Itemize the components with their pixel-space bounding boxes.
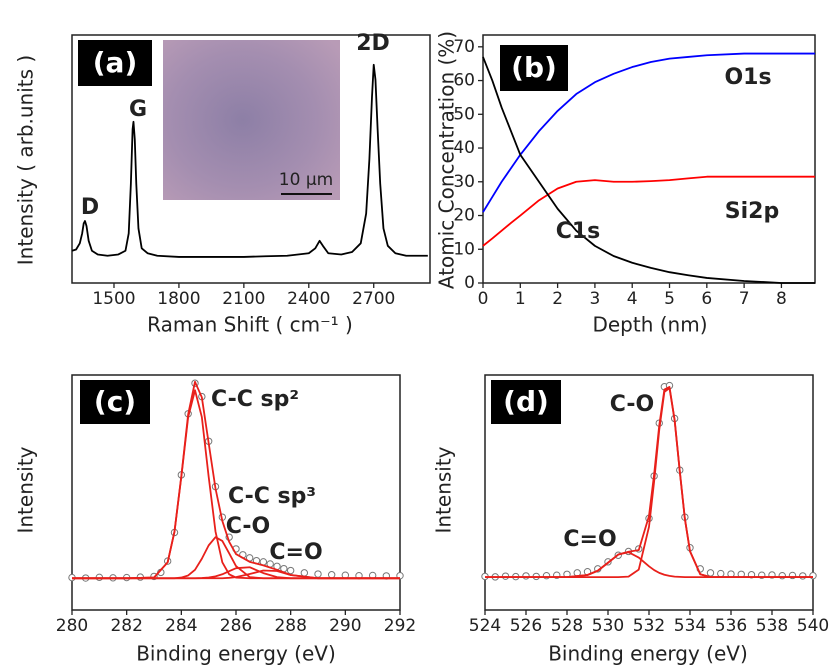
y-axis-label: Intensity: [432, 446, 456, 533]
y-tick-label: 0: [464, 273, 475, 293]
data-point: [95, 573, 104, 582]
x-axis-label: Binding energy (eV): [136, 642, 336, 665]
plot-frame: [71, 34, 431, 284]
x-tick-label: 284: [165, 616, 197, 636]
y-tick-label: 30: [453, 172, 475, 192]
x-axis-label: Depth (nm): [592, 313, 707, 337]
x-tick-label: 532: [633, 616, 665, 636]
x-tick-label: 1: [515, 289, 526, 309]
series-line: [72, 569, 400, 580]
series-label: C=O: [269, 540, 322, 565]
x-tick-label: 7: [739, 289, 750, 309]
x-tick-label: 3: [589, 289, 600, 309]
series-line: [482, 175, 815, 247]
panel-label-box: [80, 380, 150, 424]
data-point: [717, 569, 725, 578]
y-axis-label: Atomic Concentration (%): [435, 31, 459, 289]
x-tick-label: 282: [110, 616, 142, 636]
panel-label: (b): [511, 51, 557, 84]
y-tick-label: 10: [453, 239, 475, 259]
data-point: [314, 570, 322, 578]
y-tick-label: 40: [453, 138, 475, 158]
inset-photo: [163, 40, 340, 200]
x-tick-label: 2: [552, 289, 563, 309]
annotation: 10 μm: [279, 170, 333, 190]
x-tick-label: 286: [220, 616, 252, 636]
x-tick-label: 1500: [92, 289, 135, 309]
series-label: Si2p: [725, 199, 779, 224]
series-label: O1s: [724, 65, 771, 90]
data-point: [300, 569, 309, 577]
x-tick-label: 538: [756, 616, 788, 636]
series-line: [72, 536, 400, 580]
y-tick-label: 60: [453, 71, 475, 91]
x-tick-label: 540: [797, 616, 829, 636]
series-label: C1s: [556, 219, 601, 244]
x-tick-label: 534: [674, 616, 706, 636]
annotation: 2D: [356, 31, 390, 56]
data-point: [522, 572, 530, 580]
x-tick-label: 292: [384, 616, 416, 636]
y-tick-label: 50: [453, 104, 475, 124]
x-tick-label: 288: [274, 616, 306, 636]
series-line: [485, 551, 813, 578]
series-line: [482, 52, 815, 213]
x-tick-label: 5: [664, 289, 675, 309]
data-point: [286, 566, 295, 575]
panel-label: (c): [94, 385, 136, 418]
series-label: C-O: [610, 392, 654, 417]
x-tick-label: 530: [592, 616, 624, 636]
data-point: [706, 569, 715, 577]
plot-frame: [482, 34, 816, 284]
x-tick-label: 2700: [352, 289, 395, 309]
x-tick-label: 4: [627, 289, 638, 309]
series-label: C=O: [563, 527, 616, 552]
series-label: C-C sp²: [211, 387, 299, 412]
y-tick-label: 70: [453, 37, 475, 57]
x-axis-label: Raman Shift ( cm⁻¹ ): [147, 313, 353, 337]
annotation: D: [81, 195, 99, 220]
x-tick-label: 1800: [157, 289, 200, 309]
x-tick-label: 528: [551, 616, 583, 636]
x-tick-label: 524: [469, 616, 501, 636]
series-line: [71, 63, 428, 258]
panel-label: (d): [503, 385, 549, 418]
series-label: C-O: [226, 514, 270, 539]
panel-label-box: [78, 40, 152, 86]
x-tick-label: 2400: [287, 289, 330, 309]
x-tick-label: 2100: [222, 289, 265, 309]
y-tick-label: 20: [453, 206, 475, 226]
panel-label-box: [500, 45, 568, 91]
x-tick-label: 8: [776, 289, 787, 309]
panel-label: (a): [93, 46, 138, 79]
data-point: [501, 572, 510, 580]
x-tick-label: 0: [478, 289, 489, 309]
series-label: C-C sp³: [228, 484, 316, 509]
y-axis-label: Intensity: [14, 446, 38, 533]
data-point: [327, 571, 336, 579]
x-tick-label: 526: [510, 616, 542, 636]
x-tick-label: 536: [715, 616, 747, 636]
annotation: G: [129, 97, 147, 122]
x-axis-label: Binding energy (eV): [548, 642, 748, 665]
data-point: [799, 572, 807, 580]
x-tick-label: 290: [329, 616, 361, 636]
x-tick-label: 280: [56, 616, 88, 636]
x-tick-label: 6: [701, 289, 712, 309]
panel-label-box: [491, 380, 561, 424]
y-axis-label: Intensity ( arb.units ): [14, 55, 38, 265]
series-line: [482, 56, 815, 284]
